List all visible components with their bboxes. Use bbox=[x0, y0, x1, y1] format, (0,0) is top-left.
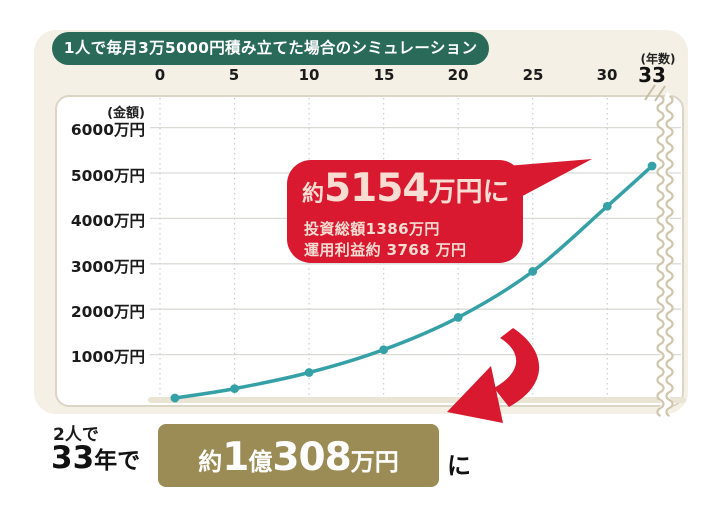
callout-headline-suffix: 万円に bbox=[428, 177, 510, 208]
y-tick-4000: 4000万円 bbox=[70, 212, 145, 230]
x-tick-0: 0 bbox=[154, 66, 166, 84]
x-tick-10: 10 bbox=[298, 66, 320, 84]
result-oku-unit: 億 bbox=[248, 448, 273, 476]
footer-years-number: 33 bbox=[51, 440, 95, 476]
y-tick-2000: 2000万円 bbox=[70, 303, 145, 321]
x-tick-15: 15 bbox=[373, 66, 395, 84]
footer-two-people-label: 2人で bbox=[53, 425, 99, 445]
x-tick-20: 20 bbox=[447, 66, 469, 84]
y-tick-5000: 5000万円 bbox=[70, 167, 145, 185]
callout-investment-profit: 運用利益約 3768 万円 bbox=[304, 241, 467, 259]
y-tick-6000: 6000万円 bbox=[70, 121, 145, 139]
callout-headline-prefix: 約 bbox=[302, 182, 325, 207]
x-tick-30: 30 bbox=[596, 66, 618, 84]
x-tick-5: 5 bbox=[228, 66, 240, 84]
result-man-unit: 万円 bbox=[350, 448, 399, 476]
title-banner-label: 1人で毎月3万5000円積み立てた場合のシミュレーション bbox=[63, 39, 478, 57]
y-axis-unit-label: (金額) bbox=[107, 106, 145, 121]
y-tick-1000: 1000万円 bbox=[70, 348, 145, 366]
x-tick-25: 25 bbox=[522, 66, 544, 84]
x-tick-33: 33 bbox=[638, 63, 666, 87]
callout-invested-total: 投資総額1386万円 bbox=[304, 220, 440, 238]
result-oku-digit: 1 bbox=[222, 435, 249, 480]
total-result-box: 約 1 億 308 万円 bbox=[158, 424, 439, 487]
result-callout-bubble: 約5154万円に 投資総額1386万円 運用利益約 3768 万円 bbox=[287, 160, 523, 263]
footer-years-suffix: 年で bbox=[94, 448, 141, 474]
footer-years-label: 33年で bbox=[51, 440, 140, 476]
result-prefix: 約 bbox=[198, 448, 223, 476]
callout-headline-value: 5154 bbox=[324, 166, 430, 211]
y-tick-3000: 3000万円 bbox=[70, 258, 145, 276]
result-man-digits: 308 bbox=[272, 435, 351, 480]
title-banner: 1人で毎月3万5000円積み立てた場合のシミュレーション bbox=[52, 32, 489, 65]
callout-headline: 約5154万円に bbox=[302, 166, 510, 211]
x-axis-unit-label: (年数) bbox=[640, 52, 676, 66]
footer-ni-particle: に bbox=[447, 452, 471, 480]
